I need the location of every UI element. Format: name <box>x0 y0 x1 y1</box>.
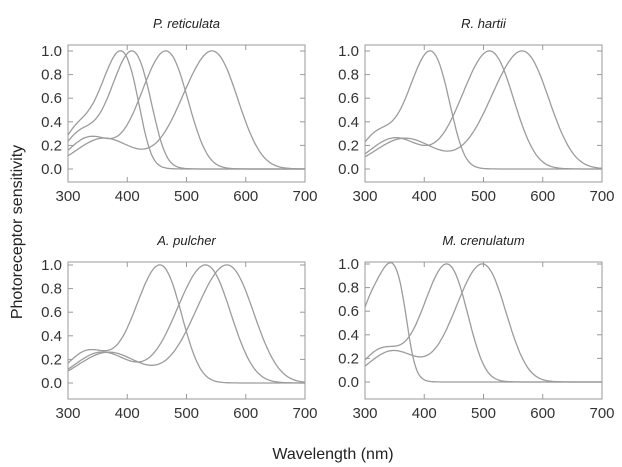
y-tick-label: 1.0 <box>41 257 62 274</box>
y-tick-label: 0.8 <box>338 280 359 297</box>
x-tick-label: 300 <box>55 405 80 422</box>
y-tick-label: 0.2 <box>41 137 62 154</box>
sensitivity-curve <box>364 263 602 383</box>
sensitivity-curve <box>364 50 603 170</box>
y-tick-label: 0.2 <box>41 351 62 368</box>
y-tick-label: 0.4 <box>41 114 62 131</box>
panel-3: A. pulcher 300 400 500 600 700 0.0 0.2 0.4 0.6 0.8… <box>41 233 317 422</box>
y-tick-label: 0.2 <box>338 350 359 367</box>
sensitivity-curve <box>67 50 305 170</box>
y-tick-label: 0.0 <box>41 375 62 392</box>
y-tick-label: 0.6 <box>41 90 62 107</box>
x-tick-label: 300 <box>352 405 377 422</box>
panel-title: P. reticulata <box>153 16 220 31</box>
x-tick-label: 500 <box>174 188 199 205</box>
y-axis-label: Photoreceptor sensitivity <box>9 145 26 319</box>
y-tick-label: 0.6 <box>41 304 62 321</box>
x-tick-label: 600 <box>233 188 258 205</box>
x-tick-label: 400 <box>412 405 437 422</box>
y-tick-label: 0.6 <box>338 303 359 320</box>
x-tick-label: 700 <box>589 188 614 205</box>
y-tick-label: 1.0 <box>41 43 62 60</box>
panel-2: R. hartii 300 400 500 600 700 0.0 0.2 0.4 0.6 0.8 1… <box>338 16 614 205</box>
y-tick-label: 0.4 <box>338 114 359 131</box>
panels: P. reticulata 300 400 500 600 700 0.0 0.2 0.4 0.6… <box>41 16 614 422</box>
y-tick-label: 0.6 <box>338 90 359 107</box>
x-tick-label: 400 <box>412 188 437 205</box>
y-tick-label: 0.4 <box>338 327 359 344</box>
y-tick-label: 1.0 <box>338 43 359 60</box>
sensitivity-curve <box>67 264 305 384</box>
x-tick-label: 500 <box>471 188 496 205</box>
sensitivity-curve <box>67 50 305 170</box>
y-tick-label: 0.0 <box>338 374 359 391</box>
sensitivity-curve <box>67 264 306 383</box>
x-tick-label: 500 <box>471 405 496 422</box>
x-tick-label: 700 <box>292 188 317 205</box>
y-tick-label: 0.0 <box>41 161 62 178</box>
x-tick-label: 400 <box>115 188 140 205</box>
y-tick-label: 0.8 <box>41 281 62 298</box>
x-tick-label: 300 <box>55 188 80 205</box>
sensitivity-curve <box>364 50 602 170</box>
y-tick-label: 0.8 <box>338 67 359 84</box>
panel-title: A. pulcher <box>156 233 216 248</box>
y-tick-label: 1.0 <box>338 256 359 273</box>
sensitivity-curve <box>67 264 305 384</box>
x-tick-label: 600 <box>233 405 258 422</box>
panel-title: R. hartii <box>461 16 507 31</box>
sensitivity-curve <box>67 50 305 170</box>
x-tick-label: 500 <box>174 405 199 422</box>
x-tick-label: 600 <box>530 188 555 205</box>
panel-title: M. crenulatum <box>442 233 525 248</box>
x-tick-label: 600 <box>530 405 555 422</box>
x-tick-label: 700 <box>589 405 614 422</box>
y-tick-label: 0.2 <box>338 137 359 154</box>
panel-1: P. reticulata 300 400 500 600 700 0.0 0.2 0.4 0.6… <box>41 16 317 205</box>
panel-4: M. crenulatum 300 400 500 600 700 0.0 0.2 0.4 0.6… <box>338 233 614 422</box>
y-tick-label: 0.0 <box>338 161 359 178</box>
sensitivity-curve <box>364 50 602 170</box>
y-tick-label: 0.8 <box>41 67 62 84</box>
x-axis-label: Wavelength (nm) <box>272 446 393 463</box>
x-tick-label: 300 <box>352 188 377 205</box>
sensitivity-curve <box>67 50 305 170</box>
y-tick-label: 0.4 <box>41 328 62 345</box>
x-tick-label: 400 <box>115 405 140 422</box>
x-tick-label: 700 <box>292 405 317 422</box>
